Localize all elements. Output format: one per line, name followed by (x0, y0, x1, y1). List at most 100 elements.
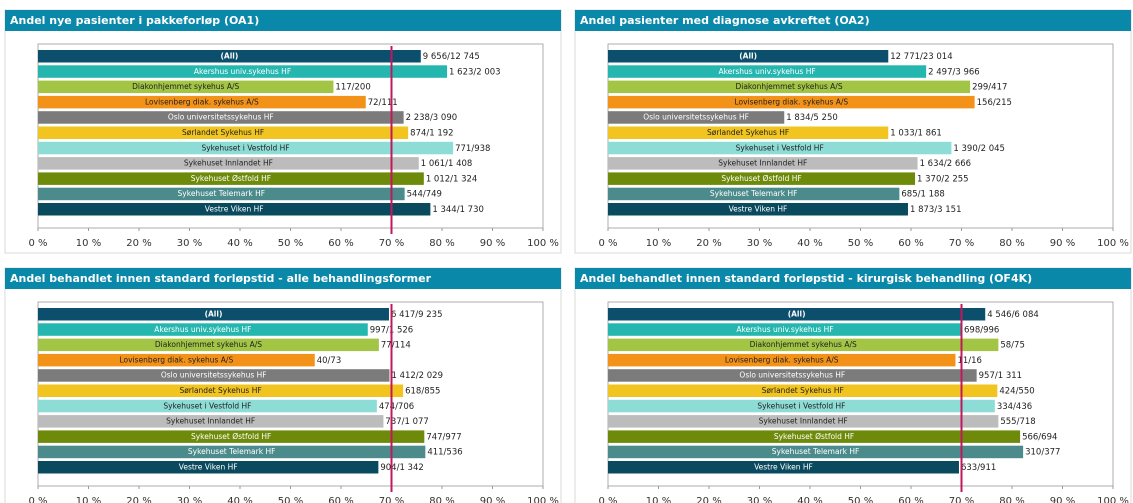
category-label: Akershus univ.sykehus HF (736, 325, 833, 334)
value-label: 1 370/2 255 (917, 174, 969, 184)
category-label: Diakonhjemmet sykehus A/S (735, 82, 842, 91)
bar (608, 384, 998, 397)
category-label: Diakonhjemmet sykehus A/S (155, 340, 262, 349)
bar (38, 50, 421, 63)
x-tick-label: 20 % (696, 496, 721, 503)
bar (608, 141, 952, 155)
x-tick-label: 70 % (949, 238, 974, 249)
value-label: 1 873/3 151 (910, 205, 962, 215)
value-label: 737/1 077 (385, 417, 428, 427)
bar (38, 141, 454, 155)
x-tick-label: 50 % (278, 238, 303, 249)
category-label: Lovisenberg diak. sykehus A/S (734, 97, 848, 106)
x-tick-label: 50 % (848, 496, 873, 503)
bar (38, 323, 368, 336)
value-label: 1 412/2 029 (391, 371, 443, 381)
x-tick-label: 0 % (28, 496, 47, 503)
value-label: 633/911 (961, 463, 996, 473)
bar (38, 65, 448, 78)
category-label: (All) (205, 310, 223, 319)
category-label: Oslo universitetssykehus HF (739, 371, 845, 380)
bar (38, 157, 419, 170)
value-label: 334/436 (997, 402, 1032, 412)
panel-header (5, 268, 561, 289)
bar (608, 172, 916, 185)
value-label: 1 344/1 730 (432, 205, 484, 215)
x-tick-label: 0 % (598, 496, 617, 503)
category-label: Vestre Viken HF (179, 463, 238, 472)
panel-title: Andel pasienter med diagnose avkreftet (… (580, 14, 870, 27)
x-tick-label: 0 % (598, 238, 617, 249)
category-label: Vestre Viken HF (754, 463, 813, 472)
bar (608, 338, 999, 352)
bar (608, 353, 956, 367)
value-label: 58/75 (1000, 341, 1025, 351)
category-label: Sykehuset i Vestfold HF (736, 143, 824, 152)
x-tick-label: 10 % (76, 496, 101, 503)
bar (608, 369, 977, 382)
value-label: 771/938 (455, 144, 490, 154)
bar (608, 65, 927, 78)
category-label: Lovisenberg diak. sykehus A/S (120, 355, 234, 364)
category-label: Sykehuset Østfold HF (191, 432, 271, 441)
value-label: 1 634/2 666 (920, 159, 972, 169)
category-label: Vestre Viken HF (205, 205, 264, 214)
x-tick-label: 80 % (999, 238, 1024, 249)
value-label: 4 546/6 084 (987, 310, 1039, 320)
category-label: Lovisenberg diak. sykehus A/S (145, 97, 259, 106)
value-label: 957/1 311 (979, 371, 1022, 381)
category-label: Sørlandet Sykehus HF (179, 386, 261, 395)
value-label: 544/749 (407, 190, 442, 200)
x-tick-label: 90 % (480, 238, 505, 249)
bar (608, 50, 889, 63)
value-label: 1 834/5 250 (786, 113, 838, 123)
x-tick-label: 20 % (126, 238, 151, 249)
category-label: Sykehuset i Vestfold HF (163, 401, 251, 410)
category-label: Lovisenberg diak. sykehus A/S (725, 355, 839, 364)
x-tick-label: 60 % (898, 238, 923, 249)
value-label: 1 033/1 861 (890, 129, 942, 139)
x-tick-label: 100 % (527, 496, 559, 503)
bar (38, 445, 426, 459)
x-tick-label: 60 % (328, 238, 353, 249)
category-label: Sørlandet Sykehus HF (762, 386, 844, 395)
bar (608, 399, 995, 413)
panel-header (575, 268, 1131, 289)
x-tick-label: 50 % (848, 238, 873, 249)
category-label: Sykehuset Innlandet HF (166, 417, 255, 426)
category-label: Vestre Viken HF (729, 205, 788, 214)
bar (38, 172, 424, 185)
x-tick-label: 90 % (1050, 238, 1075, 249)
category-label: Akershus univ.sykehus HF (194, 67, 291, 76)
bar (38, 338, 379, 352)
value-label: 1 012/1 324 (426, 174, 478, 184)
bar (608, 126, 889, 139)
x-tick-label: 100 % (527, 238, 559, 249)
bar (608, 95, 975, 109)
x-tick-label: 90 % (480, 496, 505, 503)
bar (38, 187, 405, 201)
value-label: 904/1 342 (380, 463, 423, 473)
category-label: (All) (220, 52, 238, 61)
bar (608, 415, 999, 428)
panel-title: Andel nye pasienter i pakkeforløp (OA1) (10, 14, 259, 27)
category-label: Akershus univ.sykehus HF (154, 325, 251, 334)
x-tick-label: 10 % (76, 238, 101, 249)
bar (38, 415, 384, 428)
x-tick-label: 50 % (278, 496, 303, 503)
x-tick-label: 0 % (28, 238, 47, 249)
value-label: 40/73 (317, 356, 342, 366)
bar (608, 111, 785, 124)
category-label: Sykehuset Innlandet HF (184, 159, 273, 168)
value-label: 77/114 (381, 341, 411, 351)
x-tick-label: 80 % (429, 238, 454, 249)
value-label: 1 061/1 408 (421, 159, 473, 169)
bar (38, 369, 390, 382)
category-label: Sykehuset Telemark HF (772, 447, 860, 456)
bar (608, 203, 908, 216)
category-label: Sykehuset Østfold HF (721, 174, 801, 183)
category-label: Sykehuset Innlandet HF (759, 417, 848, 426)
panel-title: Andel behandlet innen standard forløpsti… (10, 272, 432, 285)
category-label: (All) (788, 310, 806, 319)
